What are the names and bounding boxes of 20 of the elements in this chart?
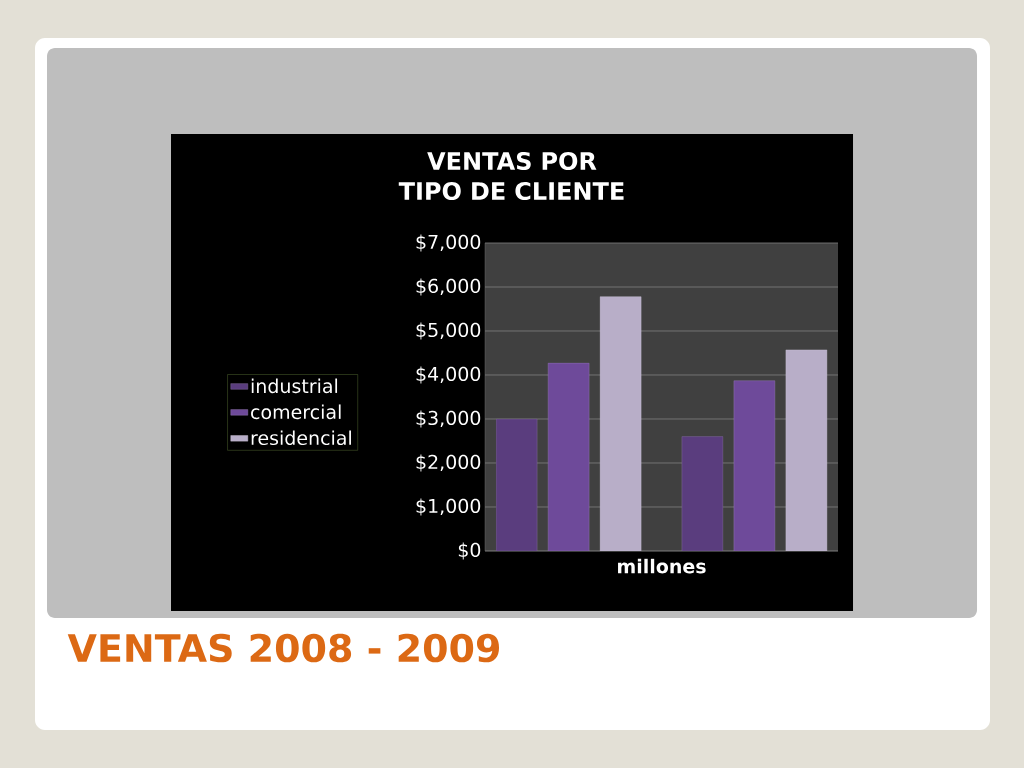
legend-label: industrial — [251, 378, 338, 394]
y-tick-label: $5,000 — [416, 322, 481, 340]
bar — [785, 349, 828, 551]
chart-title: VENTAS POR TIPO DE CLIENTE — [398, 151, 624, 201]
bar — [733, 380, 776, 551]
y-tick-label: $2,000 — [416, 454, 481, 472]
legend-label: residencial — [251, 430, 351, 446]
bar — [599, 296, 642, 551]
y-tick-label: $4,000 — [416, 366, 481, 384]
bar — [547, 362, 590, 551]
y-tick-label: $0 — [458, 542, 481, 560]
x-axis-title: millones — [618, 558, 706, 574]
y-tick-label: $6,000 — [416, 278, 481, 296]
legend-label: comercial — [251, 404, 341, 420]
y-tick-label: $1,000 — [416, 498, 481, 516]
bar — [495, 418, 538, 551]
bar — [681, 436, 724, 551]
text: VENTAS 2008 - 2009 — [67, 633, 500, 663]
y-tick-label: $7,000 — [416, 234, 481, 252]
y-tick-label: $3,000 — [416, 410, 481, 428]
